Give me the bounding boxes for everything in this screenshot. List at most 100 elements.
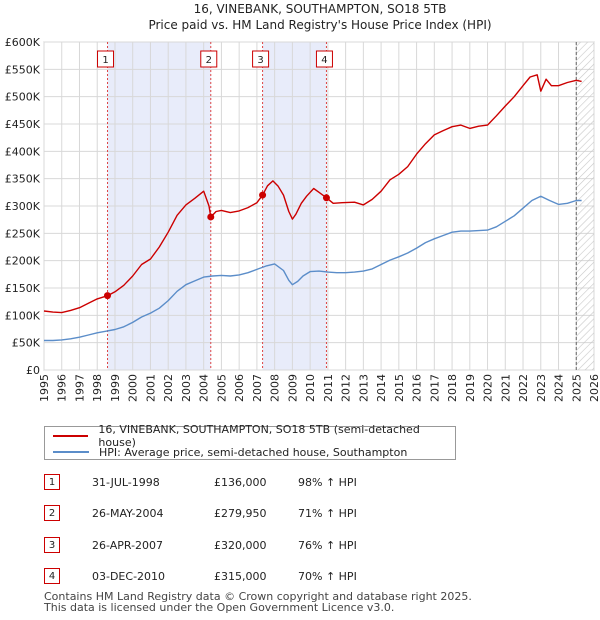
transaction-date: 31-JUL-1998 (92, 476, 160, 489)
table-row: 4 03-DEC-2010 £315,000 70% ↑ HPI (44, 568, 444, 586)
legend-swatch-property (53, 435, 89, 437)
forecast-hatch (575, 42, 594, 370)
y-tick-label: £350K (5, 173, 41, 186)
transaction-number: 1 (44, 474, 60, 490)
transaction-price: £315,000 (214, 570, 267, 583)
sale-marker-box: 4 (315, 50, 333, 68)
x-tick-label: 2017 (428, 374, 441, 402)
sale-points (104, 191, 330, 300)
x-tick-label: 2022 (517, 374, 530, 402)
transaction-number: 3 (44, 537, 60, 553)
gridlines (43, 41, 595, 371)
table-row: 3 26-APR-2007 £320,000 76% ↑ HPI (44, 537, 444, 555)
x-tick-label: 1999 (109, 374, 122, 402)
y-tick-label: £0 (26, 364, 40, 377)
x-tick-label: 1998 (91, 374, 104, 402)
table-row: 2 26-MAY-2004 £279,950 71% ↑ HPI (44, 505, 444, 523)
transaction-number: 4 (44, 568, 60, 584)
marker-box-label: 1 (102, 55, 108, 66)
x-tick-label: 2009 (286, 374, 299, 402)
x-tick-label: 1997 (73, 374, 86, 402)
transaction-number: 2 (44, 505, 60, 521)
x-tick-label: 2003 (180, 374, 193, 402)
sale-marker-lines (107, 42, 327, 370)
x-tick-label: 2010 (304, 374, 317, 402)
x-tick-label: 2007 (251, 374, 264, 402)
sale-point (259, 191, 267, 199)
marker-box-frame (315, 50, 333, 68)
legend-label-hpi: HPI: Average price, semi-detached house,… (99, 445, 408, 459)
table-row: 1 31-JUL-1998 £136,000 98% ↑ HPI (44, 474, 444, 492)
sale-point (207, 213, 215, 221)
y-tick-label: £450K (5, 118, 41, 131)
x-tick-label: 2013 (357, 374, 370, 402)
sale-point (322, 194, 330, 202)
x-tick-label: 2026 (588, 374, 600, 402)
transaction-price: £279,950 (214, 507, 267, 520)
x-tick-label: 1995 (38, 374, 51, 402)
footer-licence: This data is licensed under the Open Gov… (44, 601, 395, 614)
x-tick-label: 2020 (482, 374, 495, 402)
y-axis-ticks: £0 £50K £100K £150K £200K £250K £300K £350K £400… (5, 36, 41, 377)
transaction-hpi: 76% ↑ HPI (298, 539, 357, 552)
legend-item-hpi: HPI: Average price, semi-detached house,… (53, 444, 407, 460)
sale-point (104, 292, 112, 300)
price-chart: 16, VINEBANK, SOUTHAMPTON, SO18 5TB Pric… (5, 2, 600, 402)
x-tick-label: 2004 (198, 374, 211, 402)
x-tick-label: 2019 (464, 374, 477, 402)
footer-copyright: Contains HM Land Registry data © Crown c… (44, 590, 472, 603)
marker-box-label: 3 (257, 55, 263, 66)
hpi-line (44, 195, 582, 342)
marker-box-frame (97, 50, 115, 68)
property-price-line (43, 74, 582, 314)
transaction-hpi: 71% ↑ HPI (298, 507, 357, 520)
marker-box-label: 4 (321, 55, 327, 66)
y-tick-label: £200K (5, 255, 41, 268)
chart-subtitle: Price paid vs. HM Land Registry's House … (148, 18, 491, 32)
forecast-region (576, 42, 594, 370)
transaction-date: 26-MAY-2004 (92, 507, 164, 520)
marker-box-frame (200, 50, 218, 68)
x-tick-label: 2015 (393, 374, 406, 402)
x-tick-label: 2014 (375, 374, 388, 402)
y-tick-label: £100K (5, 309, 41, 322)
y-tick-label: £250K (5, 227, 41, 240)
x-tick-label: 2018 (446, 374, 459, 402)
x-tick-label: 2021 (499, 374, 512, 402)
chart-title: 16, VINEBANK, SOUTHAMPTON, SO18 5TB (194, 2, 447, 16)
y-tick-label: £50K (12, 337, 41, 350)
transaction-price: £320,000 (214, 539, 267, 552)
sale-marker-box: 1 (97, 50, 115, 68)
sale-marker-boxes: 1 2 3 4 (97, 50, 333, 68)
marker-box-label: 2 (206, 55, 212, 66)
x-tick-label: 2025 (570, 374, 583, 402)
x-tick-label: 2011 (322, 374, 335, 402)
legend-swatch-hpi (53, 451, 89, 453)
y-tick-label: £550K (5, 63, 41, 76)
transaction-date: 26-APR-2007 (92, 539, 164, 552)
y-tick-label: £150K (5, 282, 41, 295)
x-tick-label: 2005 (215, 374, 228, 402)
legend-label-property: 16, VINEBANK, SOUTHAMPTON, SO18 5TB (sem… (98, 423, 420, 449)
sale-marker-box: 3 (252, 50, 270, 68)
x-tick-label: 2012 (340, 374, 353, 402)
legend: 16, VINEBANK, SOUTHAMPTON, SO18 5TB (sem… (44, 423, 456, 460)
x-tick-label: 2000 (127, 374, 140, 402)
transaction-price: £136,000 (214, 476, 267, 489)
footer: Contains HM Land Registry data © Crown c… (44, 591, 472, 613)
transaction-date: 03-DEC-2010 (92, 570, 166, 583)
y-tick-label: £500K (5, 91, 41, 104)
legend-item-property: 16, VINEBANK, SOUTHAMPTON, SO18 5TB (sem… (53, 423, 455, 449)
x-tick-label: 2024 (553, 374, 566, 402)
transaction-hpi: 70% ↑ HPI (298, 570, 357, 583)
y-tick-label: £600K (5, 36, 41, 49)
x-axis-ticks: 1995 1996 1997 1998 1999 2000 2001 2002 2003 2004… (38, 374, 600, 402)
x-tick-label: 2001 (144, 374, 157, 402)
x-tick-label: 2023 (535, 374, 548, 402)
x-tick-label: 2016 (411, 374, 424, 402)
x-tick-label: 2002 (162, 374, 175, 402)
x-tick-label: 1996 (56, 374, 69, 402)
y-tick-label: £300K (5, 200, 41, 213)
marker-box-frame (252, 50, 270, 68)
x-tick-label: 2006 (233, 374, 246, 402)
